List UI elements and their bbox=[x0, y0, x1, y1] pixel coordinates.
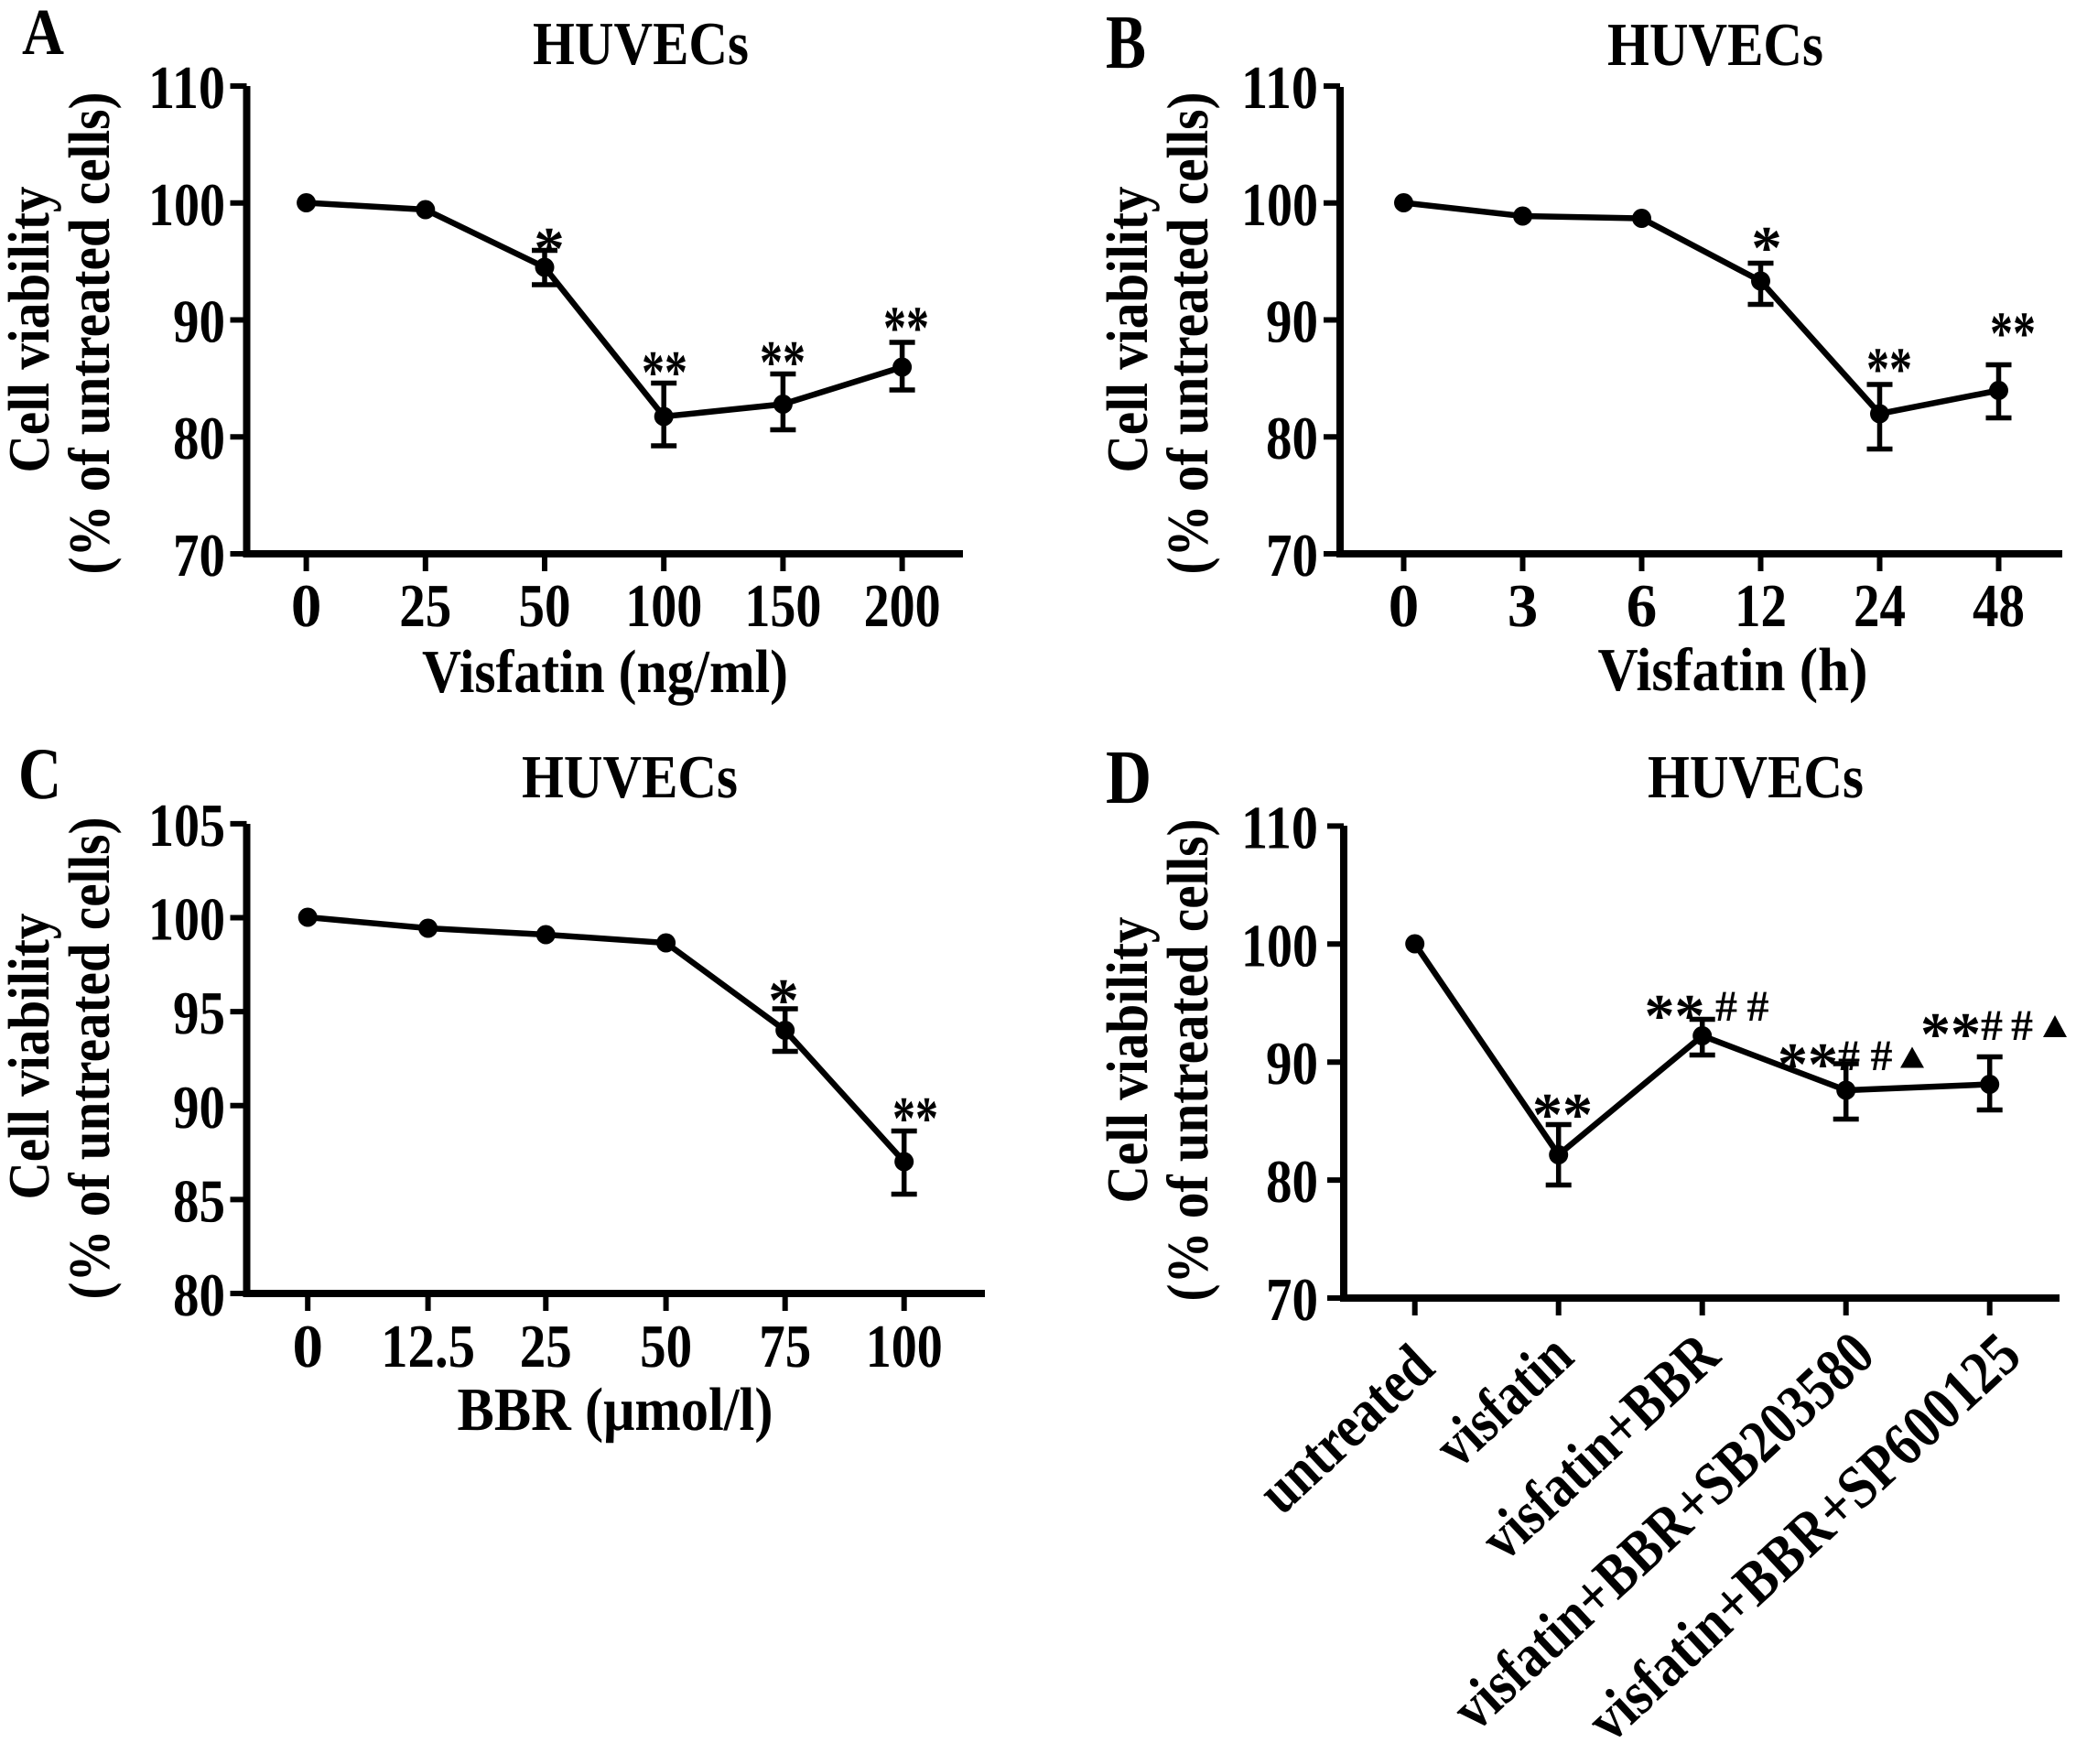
svg-text:90: 90 bbox=[1266, 1030, 1318, 1098]
svg-text:HUVECs: HUVECs bbox=[533, 10, 749, 78]
svg-text:**: ** bbox=[892, 1085, 938, 1153]
svg-text:HUVECs: HUVECs bbox=[1607, 11, 1823, 79]
svg-text:#: # bbox=[1747, 982, 1769, 1031]
svg-text:Cell viability: Cell viability bbox=[0, 187, 61, 473]
svg-text:70: 70 bbox=[1266, 522, 1318, 590]
svg-text:**: ** bbox=[1920, 1001, 1981, 1068]
svg-text:HUVECs: HUVECs bbox=[1648, 743, 1864, 811]
svg-text:(% of untreated cells): (% of untreated cells) bbox=[57, 817, 122, 1300]
svg-text:**: ** bbox=[1866, 336, 1912, 404]
svg-text:90: 90 bbox=[173, 1074, 225, 1142]
svg-text:Visfatin (ng/ml): Visfatin (ng/ml) bbox=[422, 638, 788, 706]
svg-text:80: 80 bbox=[173, 405, 225, 472]
svg-text:D: D bbox=[1106, 735, 1152, 820]
svg-text:Cell viability: Cell viability bbox=[0, 914, 61, 1200]
svg-text:80: 80 bbox=[173, 1261, 225, 1329]
svg-text:110: 110 bbox=[1241, 54, 1318, 122]
svg-text:100: 100 bbox=[148, 171, 225, 239]
svg-text:**: ** bbox=[760, 329, 806, 396]
svg-text:48: 48 bbox=[1973, 572, 2025, 640]
svg-text:HUVECs: HUVECs bbox=[522, 743, 738, 811]
svg-text:#: # bbox=[1871, 1032, 1893, 1080]
svg-text:105: 105 bbox=[148, 792, 225, 860]
svg-text:85: 85 bbox=[173, 1167, 225, 1235]
svg-text:(% of untreated cells): (% of untreated cells) bbox=[57, 92, 122, 575]
svg-text:**: ** bbox=[883, 295, 929, 363]
svg-text:(% of untreated cells): (% of untreated cells) bbox=[1155, 819, 1220, 1302]
svg-text:(% of untreated cells): (% of untreated cells) bbox=[1155, 92, 1220, 575]
svg-text:**: ** bbox=[1532, 1081, 1593, 1149]
svg-text:0: 0 bbox=[1389, 572, 1420, 640]
svg-text:12.5: 12.5 bbox=[381, 1313, 475, 1380]
svg-text:0: 0 bbox=[291, 572, 322, 640]
svg-text:#: # bbox=[1715, 982, 1737, 1031]
svg-text:100: 100 bbox=[866, 1313, 943, 1380]
svg-text:*: * bbox=[534, 215, 565, 283]
svg-text:**: ** bbox=[1990, 300, 2036, 368]
svg-text:70: 70 bbox=[1266, 1266, 1318, 1334]
svg-text:B: B bbox=[1106, 0, 1146, 85]
svg-text:100: 100 bbox=[148, 886, 225, 954]
svg-text:Cell viability: Cell viability bbox=[1095, 917, 1160, 1204]
svg-text:**: ** bbox=[1778, 1031, 1838, 1098]
svg-text:3: 3 bbox=[1508, 572, 1539, 640]
svg-text:110: 110 bbox=[148, 54, 225, 122]
svg-text:95: 95 bbox=[173, 979, 225, 1047]
svg-text:0: 0 bbox=[292, 1313, 323, 1380]
svg-text:50: 50 bbox=[519, 572, 571, 640]
svg-text:70: 70 bbox=[173, 522, 225, 590]
svg-text:**: ** bbox=[1645, 982, 1705, 1050]
svg-text:#: # bbox=[1981, 1001, 2003, 1050]
svg-text:25: 25 bbox=[399, 572, 451, 640]
svg-text:90: 90 bbox=[1266, 288, 1318, 356]
svg-text:C: C bbox=[18, 734, 61, 815]
svg-text:150: 150 bbox=[744, 572, 821, 640]
svg-text:BBR (μmol/l): BBR (μmol/l) bbox=[458, 1376, 773, 1444]
svg-text:100: 100 bbox=[625, 572, 702, 640]
svg-text:#: # bbox=[1838, 1032, 1860, 1080]
svg-text:100: 100 bbox=[1241, 912, 1318, 979]
svg-text:100: 100 bbox=[1241, 171, 1318, 239]
svg-text:75: 75 bbox=[759, 1313, 811, 1380]
svg-text:*: * bbox=[768, 967, 799, 1034]
svg-text:Visfatin (h): Visfatin (h) bbox=[1598, 636, 1868, 704]
svg-text:A: A bbox=[22, 0, 64, 69]
svg-text:80: 80 bbox=[1266, 1148, 1318, 1216]
svg-text:Cell viability: Cell viability bbox=[1095, 187, 1160, 473]
svg-text:#: # bbox=[2011, 1001, 2033, 1050]
svg-text:25: 25 bbox=[520, 1313, 572, 1380]
svg-text:*: * bbox=[1751, 214, 1782, 282]
svg-text:6: 6 bbox=[1627, 572, 1658, 640]
svg-text:90: 90 bbox=[173, 288, 225, 356]
svg-text:110: 110 bbox=[1241, 794, 1318, 861]
svg-text:50: 50 bbox=[640, 1313, 692, 1380]
svg-text:12: 12 bbox=[1735, 572, 1787, 640]
svg-text:**: ** bbox=[642, 339, 687, 406]
svg-text:200: 200 bbox=[864, 572, 941, 640]
svg-text:80: 80 bbox=[1266, 405, 1318, 472]
svg-text:24: 24 bbox=[1854, 572, 1906, 640]
